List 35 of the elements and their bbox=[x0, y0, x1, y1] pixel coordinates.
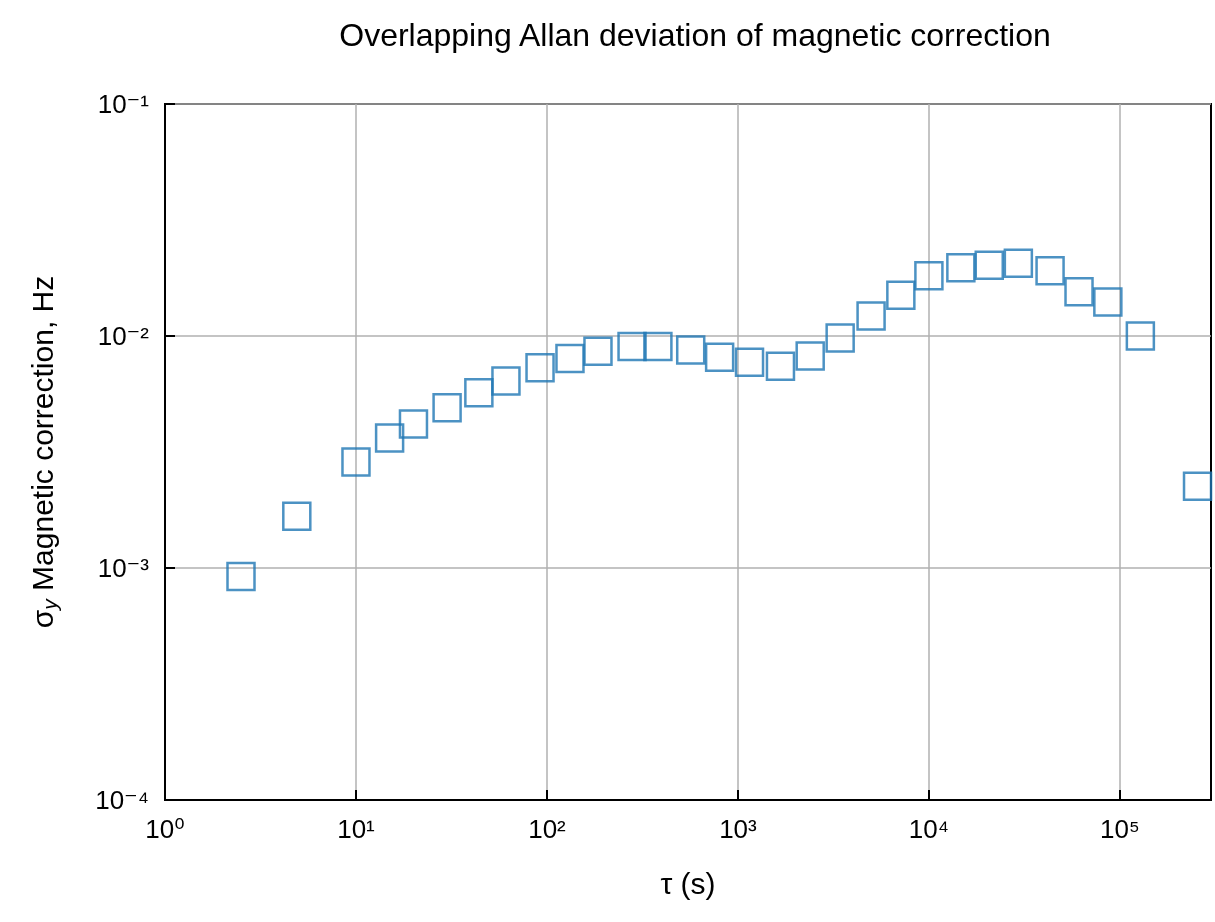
point bbox=[765, 351, 796, 382]
point bbox=[464, 377, 494, 408]
point bbox=[1093, 287, 1123, 317]
point bbox=[974, 250, 1004, 280]
point bbox=[1064, 277, 1094, 307]
x-tick-label: 10¹ bbox=[337, 814, 376, 844]
point bbox=[1125, 321, 1156, 351]
point bbox=[856, 301, 886, 331]
x-axis-title: τ (s) bbox=[660, 866, 716, 900]
point bbox=[583, 336, 613, 366]
point bbox=[1035, 256, 1065, 286]
x-tick-label: 10⁰ bbox=[145, 814, 185, 844]
point bbox=[946, 252, 976, 283]
y-tick-label: 10⁻¹ bbox=[97, 89, 150, 119]
y-tick-label: 10⁻² bbox=[97, 321, 150, 351]
point bbox=[914, 260, 944, 291]
x-tick-label: 10² bbox=[528, 814, 567, 844]
x-tick-label: 10⁵ bbox=[1100, 814, 1140, 844]
point bbox=[1003, 248, 1034, 278]
point bbox=[675, 335, 706, 365]
point bbox=[886, 280, 916, 310]
point bbox=[525, 352, 555, 383]
y-tick-label: 10⁻³ bbox=[97, 553, 150, 583]
point bbox=[374, 423, 405, 453]
y-tick-label: 10⁻⁴ bbox=[95, 785, 149, 815]
point bbox=[704, 342, 735, 372]
chart-title: Overlapping Allan deviation of magnetic correction bbox=[339, 17, 1051, 53]
point bbox=[825, 323, 855, 353]
point bbox=[643, 331, 673, 362]
point bbox=[555, 343, 585, 374]
point bbox=[795, 341, 825, 371]
y-axis-title: σy Magnetic correction, Hz bbox=[25, 275, 61, 629]
point bbox=[734, 347, 765, 378]
x-tick-label: 10³ bbox=[719, 814, 758, 844]
x-tick-label: 10⁴ bbox=[908, 814, 949, 844]
